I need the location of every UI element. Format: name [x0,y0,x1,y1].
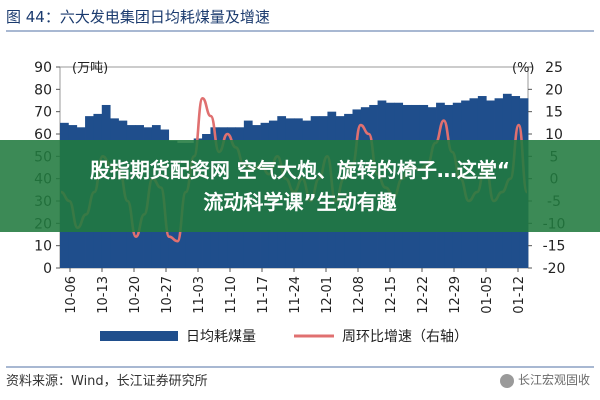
left-tick-label: 10 [34,239,52,255]
x-tick-label: 11-17 [256,276,271,314]
source-note: 资料来源：Wind，长江证券研究所 [6,366,594,398]
overlay-banner: 股指期货配资网 空气大炮、旋转的椅子…这堂“ 流动科学课”生动有趣 [0,140,600,232]
x-tick-label: 01-12 [512,276,527,314]
banner-line-1: 股指期货配资网 空气大炮、旋转的椅子…这堂“ [89,158,511,182]
x-tick-label: 12-22 [416,276,431,314]
right-tick-label: -15 [543,239,566,255]
legend-bar-swatch [100,331,178,341]
right-tick-label: 15 [545,105,563,121]
right-tick-label: 25 [545,60,563,76]
banner-line-2: 流动科学课”生动有趣 [203,190,397,214]
x-tick-label: 10-06 [64,276,79,314]
right-tick-label: 20 [545,82,563,98]
x-tick-label: 10-13 [96,276,111,314]
left-tick-label: 70 [34,105,52,121]
left-tick-label: 0 [43,261,52,277]
figure-title-text: 六大发电集团日均耗煤量及增速 [59,8,270,26]
x-tick-label: 10-27 [160,276,175,314]
x-tick-label: 12-01 [320,276,335,314]
x-tick-label: 10-20 [128,276,143,314]
x-tick-label: 12-29 [448,276,463,314]
left-axis-unit: (万吨) [72,61,108,76]
x-tick-label: 11-10 [224,276,239,314]
x-tick-label: 01-05 [480,276,495,314]
watermark-text: 长江宏观固收 [517,373,590,387]
x-tick-label: 11-03 [192,276,207,314]
x-tick-label: 12-15 [384,276,399,314]
right-tick-label: 10 [545,127,563,143]
x-tick-label: 12-08 [352,276,367,314]
wechat-icon [499,373,514,388]
left-tick-label: 60 [34,127,52,143]
legend-line-label: 周环比增速（右轴） [342,329,468,345]
watermark: 长江宏观固收 [499,368,590,392]
right-tick-label: -20 [543,261,566,277]
legend: 日均耗煤量 周环比增速（右轴） [100,329,468,345]
figure-title: 图 44：六大发电集团日均耗煤量及增速 [6,4,594,32]
figure-number: 图 44： [6,8,60,26]
source-text: 资料来源：Wind，长江证券研究所 [6,374,208,389]
left-tick-label: 80 [34,82,52,98]
right-axis-unit: (%) [512,61,535,76]
left-tick-label: 90 [34,60,52,76]
legend-bar-label: 日均耗煤量 [186,329,256,345]
x-tick-label: 11-24 [288,276,303,314]
